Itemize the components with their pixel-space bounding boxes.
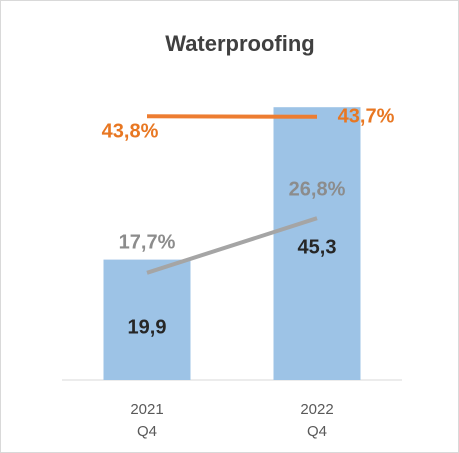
- x-tick-label: Q4: [307, 423, 327, 440]
- bar: [273, 107, 361, 380]
- x-tick-label: 2021: [130, 401, 163, 418]
- data-label: 17,7%: [119, 231, 176, 253]
- x-tick-label: Q4: [137, 423, 157, 440]
- x-tick-label: 2022: [300, 401, 333, 418]
- data-label: 43,7%: [338, 105, 395, 127]
- data-label: 43,8%: [102, 120, 159, 142]
- data-label: 45,3: [298, 236, 337, 258]
- bar: [103, 259, 191, 380]
- line: [146, 114, 318, 119]
- chart-title: Waterproofing: [165, 31, 315, 56]
- line: [146, 216, 318, 275]
- data-label: 26,8%: [289, 178, 346, 200]
- data-label: 19,9: [128, 316, 167, 338]
